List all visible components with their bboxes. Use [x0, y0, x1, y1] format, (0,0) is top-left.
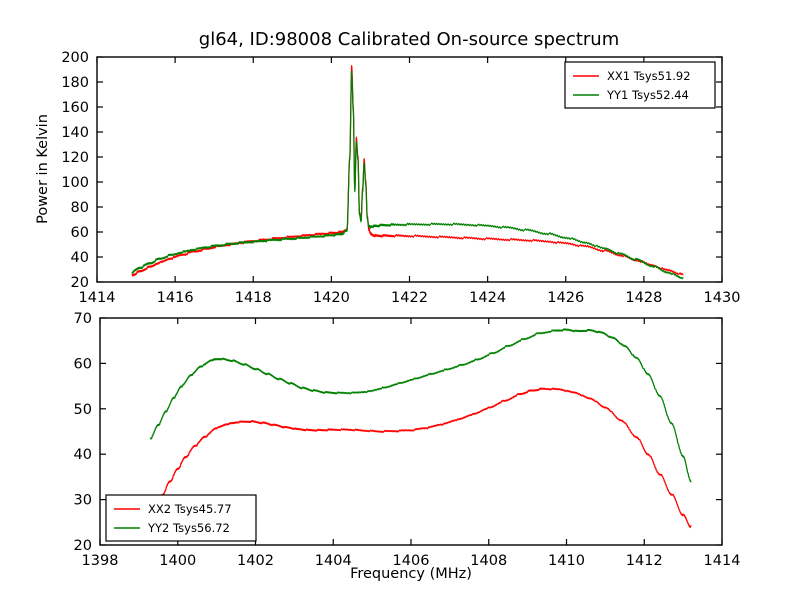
- bottom-panel-xlabel: Frequency (MHz): [350, 566, 472, 582]
- x-tick-label: 1400: [159, 553, 196, 569]
- y-tick-label: 140: [61, 125, 89, 141]
- top-panel-series: [131, 65, 684, 280]
- top-panel-legend[interactable]: XX1 Tsys51.92 YY1 Tsys52.44: [564, 61, 716, 109]
- y-tick-label: 80: [71, 200, 89, 216]
- x-tick-label: 1418: [235, 290, 272, 306]
- y-tick-label: 30: [74, 493, 92, 509]
- legend-label: YY1 Tsys52.44: [606, 88, 689, 102]
- y-tick-label: 60: [74, 356, 92, 372]
- y-tick-label: 20: [74, 538, 92, 554]
- x-tick-label: 1420: [313, 290, 350, 306]
- x-tick-label: 1422: [391, 290, 428, 306]
- top-panel-ylabel: Power in Kelvin: [35, 114, 51, 224]
- y-tick-label: 200: [61, 50, 89, 66]
- y-tick-label: 40: [71, 250, 89, 266]
- x-tick-label: 1402: [237, 553, 274, 569]
- x-tick-label: 1424: [469, 290, 506, 306]
- top-spectrum-panel: 1414 1416 1418 1420 1422 1424 1426 1428 1430 20 40…: [35, 50, 740, 306]
- bottom-panel-series: [149, 328, 692, 529]
- page-title: gl64, ID:98008 Calibrated On-source spec…: [199, 29, 619, 50]
- x-tick-label: 1414: [704, 553, 741, 569]
- series-line-xx: [153, 387, 692, 529]
- y-tick-label: 60: [71, 225, 89, 241]
- bottom-panel-tick-labels: 1398 1400 1402 1404 1406 1408 1410 1412 1414 20 30…: [74, 311, 741, 569]
- y-tick-label: 100: [61, 175, 89, 191]
- x-tick-label: 1404: [315, 553, 352, 569]
- y-tick-label: 160: [61, 100, 89, 116]
- x-tick-label: 1416: [157, 290, 194, 306]
- y-tick-label: 50: [74, 402, 92, 418]
- x-tick-label: 1412: [626, 553, 663, 569]
- bottom-panel-legend[interactable]: XX2 Tsys45.77 YY2 Tsys56.72: [105, 494, 257, 542]
- x-tick-label: 1410: [548, 553, 585, 569]
- x-tick-label: 1428: [625, 290, 662, 306]
- top-panel-frame: [96, 56, 723, 283]
- x-tick-label: 1408: [470, 553, 507, 569]
- y-tick-label: 70: [74, 311, 92, 327]
- x-tick-label: 1414: [79, 290, 116, 306]
- legend-box[interactable]: [564, 61, 716, 109]
- y-tick-label: 120: [61, 150, 89, 166]
- x-tick-label: 1406: [393, 553, 430, 569]
- bottom-panel-frame: [99, 317, 723, 546]
- y-tick-label: 40: [74, 447, 92, 463]
- top-panel-tick-labels: 1414 1416 1418 1420 1422 1424 1426 1428 1430 20 40…: [61, 50, 740, 306]
- series-line-yy: [149, 328, 692, 483]
- x-tick-label: 1430: [704, 290, 741, 306]
- y-tick-label: 180: [61, 75, 89, 91]
- legend-label: XX1 Tsys51.92: [607, 69, 691, 83]
- series-line-yy: [131, 70, 684, 280]
- x-tick-label: 1426: [547, 290, 584, 306]
- legend-box[interactable]: [105, 494, 257, 542]
- x-tick-label: 1398: [82, 553, 119, 569]
- bottom-spectrum-panel: 1398 1400 1402 1404 1406 1408 1410 1412 1414 20 30…: [74, 311, 741, 582]
- legend-label: XX2 Tsys45.77: [148, 502, 232, 516]
- legend-label: YY2 Tsys56.72: [147, 521, 230, 535]
- y-tick-label: 20: [71, 275, 89, 291]
